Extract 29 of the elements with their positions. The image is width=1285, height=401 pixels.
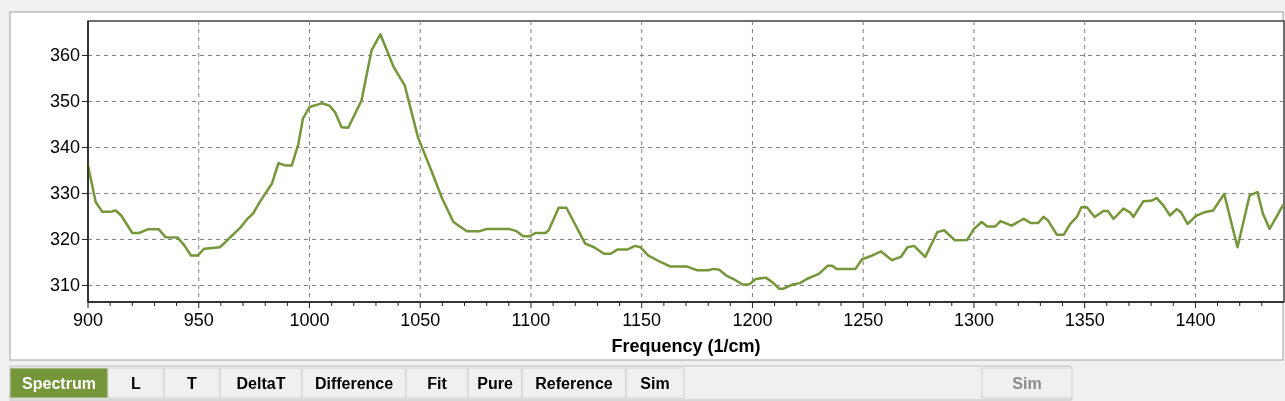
x-tick-label: 1050 bbox=[400, 310, 441, 330]
x-tick-label: 1250 bbox=[843, 310, 884, 330]
x-tick-label: 1350 bbox=[1064, 310, 1105, 330]
y-tick-label: 360 bbox=[49, 45, 80, 66]
line-series bbox=[86, 33, 1285, 290]
y-tick-label: 340 bbox=[49, 137, 80, 158]
y-tick-label: 320 bbox=[49, 229, 80, 250]
text: Sim bbox=[640, 375, 670, 392]
y-tick-label: 330 bbox=[49, 183, 80, 204]
x-tick-label: 950 bbox=[183, 310, 214, 330]
x-tick-label: 1000 bbox=[289, 310, 330, 330]
text: Difference bbox=[314, 375, 394, 392]
x-tick-label: 1150 bbox=[622, 310, 662, 330]
x-tick-label: 900 bbox=[72, 310, 104, 330]
text: Spectrum bbox=[22, 375, 96, 392]
x-tick-label: 1300 bbox=[953, 310, 994, 330]
text: Fit bbox=[427, 375, 448, 392]
text: Pure bbox=[477, 375, 513, 392]
text: DeltaT bbox=[236, 375, 286, 392]
text: Reference bbox=[535, 375, 613, 392]
x-tick-label: 1200 bbox=[732, 310, 773, 330]
y-tick-label: 350 bbox=[49, 91, 80, 112]
text: Sim bbox=[1012, 375, 1042, 392]
text: T bbox=[187, 375, 198, 392]
x-tick-label: 1100 bbox=[511, 310, 551, 330]
y-tick-label: 310 bbox=[49, 275, 80, 296]
x-axis-title: Frequency (1/cm) bbox=[611, 336, 761, 356]
text: L bbox=[131, 375, 142, 392]
x-tick-label: 1400 bbox=[1175, 310, 1216, 330]
